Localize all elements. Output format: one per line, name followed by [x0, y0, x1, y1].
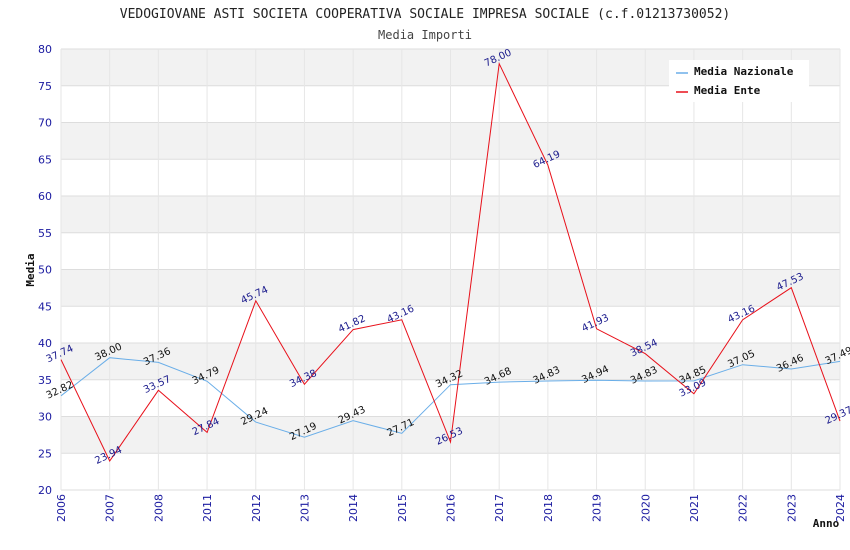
x-tick-label: 2024	[834, 494, 847, 522]
y-tick-label: 80	[38, 43, 52, 56]
y-axis-title: Media	[24, 253, 37, 286]
x-tick-label: 2012	[250, 494, 263, 522]
x-tick-label: 2020	[639, 494, 652, 522]
x-tick-label: 2007	[104, 494, 117, 522]
legend-label-media-nazionale: Media Nazionale	[694, 65, 794, 78]
x-tick-label: 2019	[591, 494, 604, 522]
y-tick-label: 30	[38, 411, 52, 424]
y-tick-label: 60	[38, 190, 52, 203]
grid-lines	[60, 48, 841, 491]
y-tick-label: 45	[38, 300, 52, 313]
chart-subtitle: Media Importi	[378, 28, 472, 42]
x-tick-label: 2006	[55, 494, 68, 522]
y-axis: 20 25 30 35 40 45 50 55 60 65 70 75 80	[38, 43, 52, 497]
series-line-media-nazionale	[60, 357, 841, 438]
x-tick-label: 2014	[347, 494, 360, 522]
x-tick-label: 2011	[201, 494, 214, 522]
x-tick-label: 2015	[396, 494, 409, 522]
x-axis-title: Anno	[813, 517, 840, 530]
chart-title: VEDOGIOVANE ASTI SOCIETA COOPERATIVA SOC…	[120, 7, 730, 22]
y-tick-label: 65	[38, 153, 52, 166]
y-tick-label: 55	[38, 227, 52, 240]
y-tick-label: 75	[38, 80, 52, 93]
x-axis: 2006 2007 2008 2011 2012 2013 2014 2015 2016 2017…	[55, 494, 847, 522]
y-tick-label: 40	[38, 337, 52, 350]
x-tick-label: 2008	[152, 494, 165, 522]
x-tick-label: 2018	[542, 494, 555, 522]
y-tick-label: 25	[38, 447, 52, 460]
series-line-media-ente	[60, 61, 841, 462]
x-tick-label: 2013	[298, 494, 311, 522]
x-tick-label: 2023	[785, 494, 798, 522]
x-tick-label: 2021	[688, 494, 701, 522]
legend-label-media-ente: Media Ente	[694, 84, 761, 97]
y-tick-label: 70	[38, 117, 52, 130]
y-tick-label: 50	[38, 264, 52, 277]
x-tick-label: 2022	[737, 494, 750, 522]
legend-box	[669, 60, 809, 102]
x-tick-label: 2016	[445, 494, 458, 522]
y-tick-label: 20	[38, 484, 52, 497]
legend: Media Nazionale Media Ente	[669, 60, 809, 102]
x-tick-label: 2017	[493, 494, 506, 522]
y-tick-label: 35	[38, 374, 52, 387]
series-lines	[60, 61, 841, 462]
